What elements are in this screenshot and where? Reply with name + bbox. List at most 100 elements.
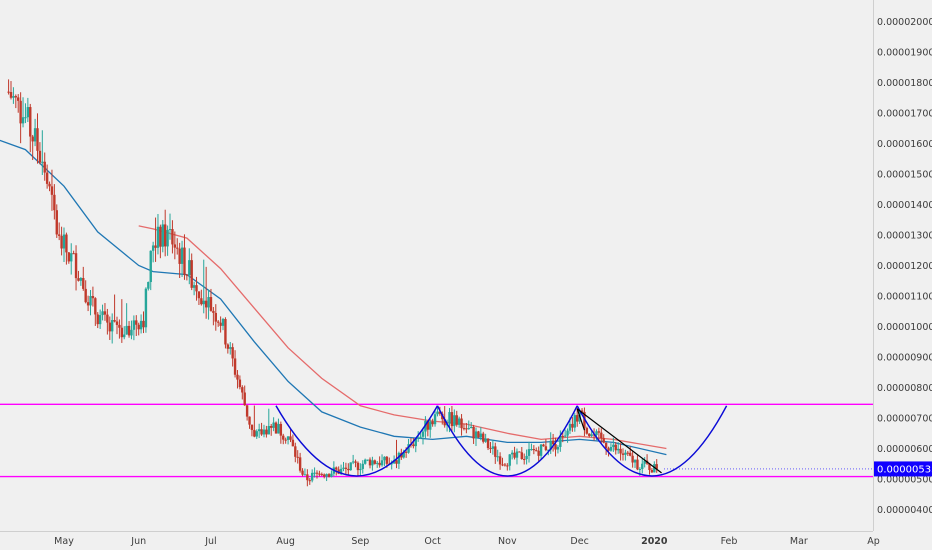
candle-body [600, 432, 603, 439]
price-axis[interactable]: 0.00000400 0.00000500 0.00000600 0.00000700… [877, 17, 932, 516]
candle-body [474, 431, 478, 439]
price-tick-label: 0.00001500 [877, 170, 932, 181]
price-tick-label: 0.00001000 [877, 322, 932, 333]
candle-body [486, 438, 490, 449]
candle-body [429, 421, 432, 430]
candle-body [426, 420, 430, 430]
candle-body [590, 434, 593, 436]
candle-body [542, 444, 545, 447]
candle-body [520, 452, 523, 460]
candle-body [43, 161, 46, 173]
drawings-layer [275, 405, 728, 477]
candle-body [296, 456, 299, 458]
candle-body [537, 450, 540, 456]
candle-body [554, 444, 557, 450]
candle-body [650, 469, 654, 473]
candle-body [407, 444, 410, 453]
cup-arc-drawing[interactable] [275, 405, 439, 477]
price-tick-label: 0.00001600 [877, 139, 932, 150]
candle-body [320, 474, 324, 476]
time-tick-label: Mar [790, 536, 808, 547]
price-tick-label: 0.00000600 [877, 444, 932, 455]
candle-body [166, 229, 169, 247]
candle-body [248, 416, 251, 425]
time-tick-label: Feb [721, 536, 738, 547]
candle-body [289, 436, 292, 440]
candle-body [79, 277, 83, 281]
candle-body [91, 296, 95, 299]
candle-body [226, 344, 230, 349]
candle-body [9, 92, 13, 98]
candle-body [530, 449, 533, 451]
candle-body [556, 446, 560, 450]
candle-body [168, 229, 172, 231]
candle-body [655, 464, 658, 469]
candle-body [67, 252, 71, 262]
candle-body [197, 291, 201, 299]
candle-body [310, 472, 314, 481]
cup-arc-drawing[interactable] [436, 405, 578, 477]
candle-body [527, 449, 531, 456]
candle-body [580, 410, 584, 412]
candle-body [494, 446, 497, 457]
candle-body [366, 459, 369, 461]
cup-arc-drawing[interactable] [576, 405, 728, 477]
levels-layer [0, 403, 873, 478]
candle-body [404, 451, 408, 453]
candle-body [241, 387, 244, 393]
candle-body [539, 444, 543, 456]
candle-body [462, 428, 466, 430]
time-tick-label: Dec [570, 536, 588, 547]
candle-body [127, 325, 131, 336]
candle-body [279, 423, 283, 436]
current-price-badge-bg [874, 461, 932, 477]
candle-body [207, 297, 210, 308]
candle-body [154, 245, 157, 248]
candle-body [371, 460, 374, 466]
candle-body [532, 449, 536, 451]
candle-body [419, 436, 422, 438]
candle-body [653, 464, 656, 473]
candle-body [472, 426, 475, 439]
candle-body [643, 460, 646, 464]
candle-body [24, 117, 27, 119]
candle-body [103, 311, 107, 315]
time-tick-label: May [54, 536, 74, 547]
candle-body [98, 315, 102, 325]
candle-body [522, 459, 526, 461]
candle-body [484, 438, 487, 442]
candle-body [163, 224, 167, 247]
candle-body [421, 431, 425, 437]
candle-body [433, 414, 437, 425]
price-tick-label: 0.00001200 [877, 261, 932, 272]
candle-body [479, 433, 483, 438]
candle-body [457, 418, 461, 425]
candle-body [301, 470, 304, 475]
candle-body [195, 285, 198, 292]
candle-body [294, 446, 297, 457]
trend-line-drawing[interactable] [576, 408, 586, 431]
candle-body [265, 429, 268, 435]
current-price-badge-label: 0.00000533 [877, 464, 932, 475]
candle-body [477, 431, 480, 438]
time-tick-label: Oct [424, 536, 441, 547]
candle-body [561, 435, 564, 437]
candle-body [267, 425, 271, 435]
candle-body [318, 473, 321, 475]
candle-body [306, 474, 309, 481]
candle-body [130, 329, 133, 336]
candle-body [132, 320, 136, 330]
candle-body [274, 422, 278, 434]
candle-body [204, 300, 208, 308]
time-axis[interactable]: May Jun Jul Aug Sep Oct Nov Dec 2020 Feb Mar Ap [54, 536, 880, 547]
candle-body [648, 463, 651, 470]
candle-body [29, 107, 32, 137]
candle-body [188, 260, 191, 276]
candle-body [260, 429, 263, 435]
candle-body [262, 429, 266, 435]
candle-body [631, 455, 634, 463]
trend-line-drawing[interactable] [576, 408, 662, 474]
candle-body [62, 234, 66, 249]
